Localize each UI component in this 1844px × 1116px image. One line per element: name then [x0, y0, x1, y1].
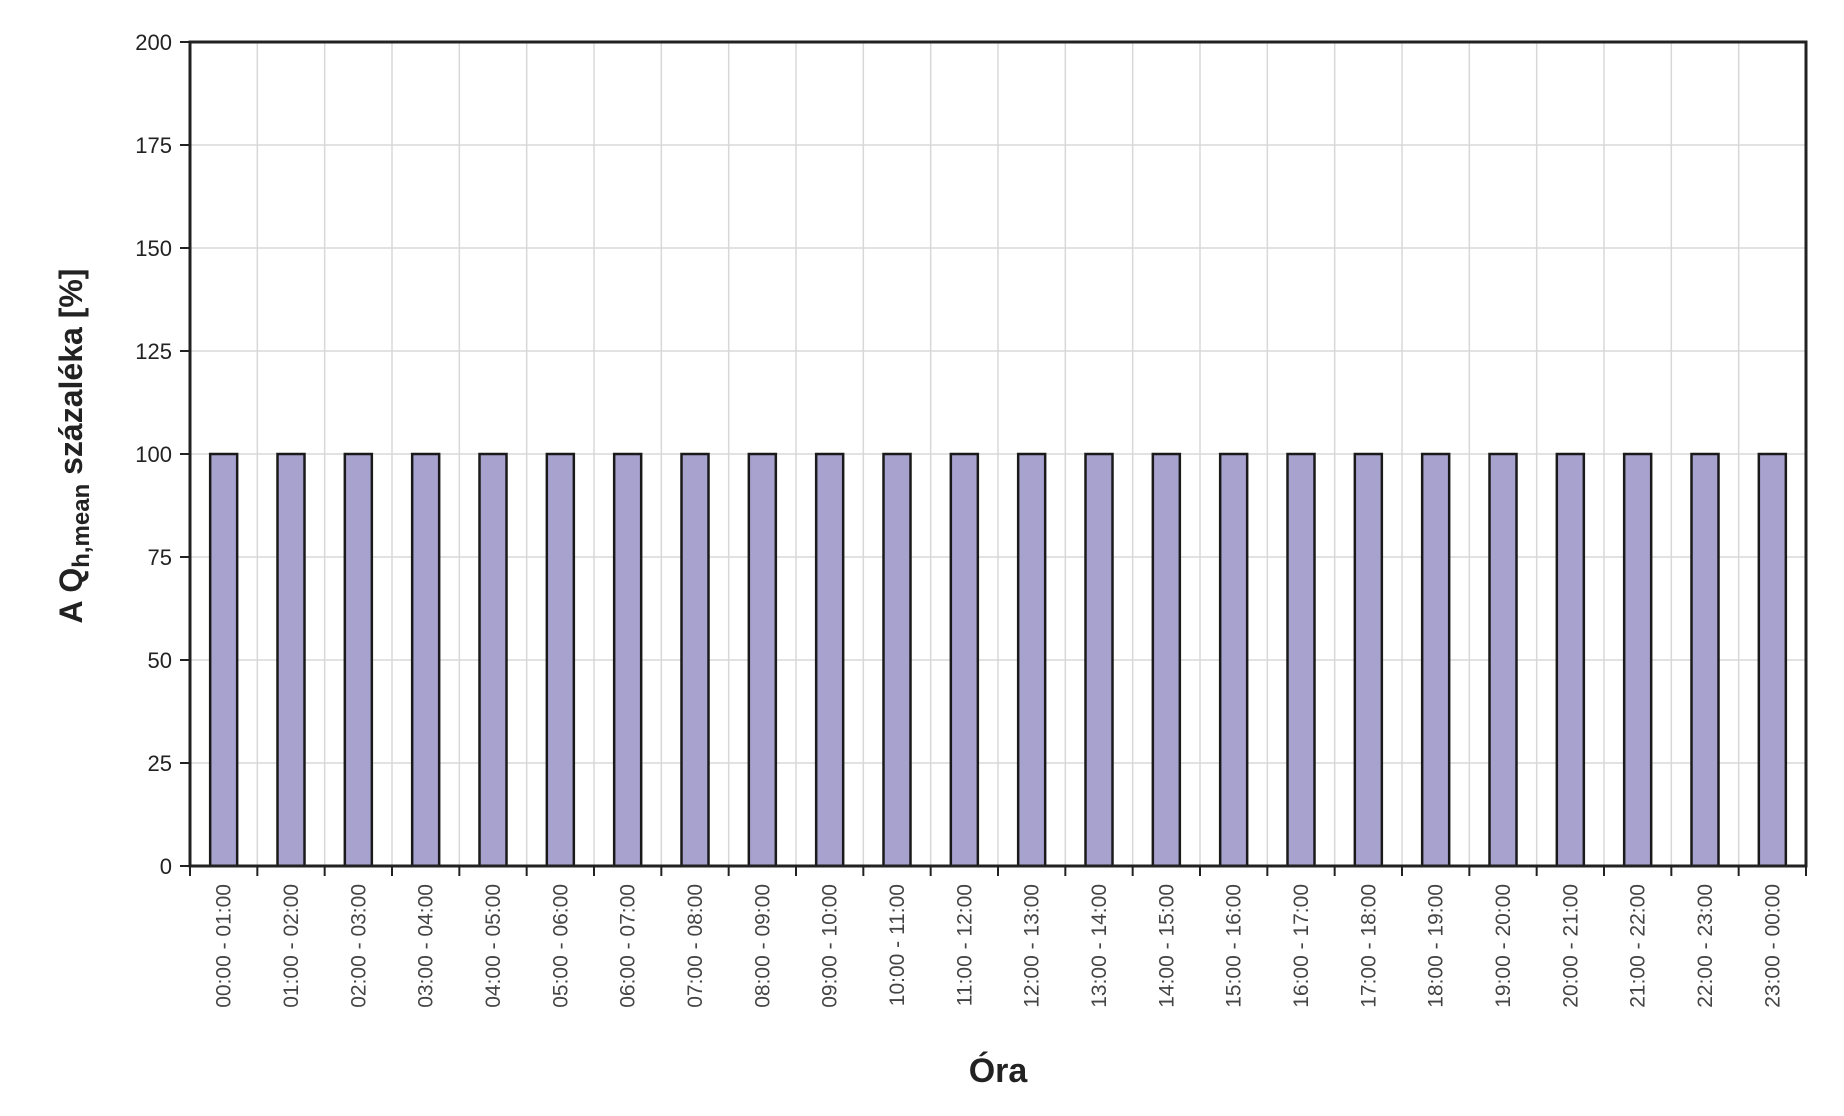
bar	[1555, 452, 1586, 868]
x-tick-label: 05:00 - 06:00	[549, 884, 572, 1008]
bar	[680, 452, 710, 868]
x-tick-label: 16:00 - 17:00	[1290, 884, 1313, 1008]
bar	[1488, 452, 1518, 868]
bars	[208, 452, 1788, 868]
bar	[949, 452, 980, 868]
bar	[1151, 452, 1182, 868]
x-tick-label: 06:00 - 07:00	[617, 884, 640, 1008]
grid	[190, 42, 1806, 866]
x-tick-label: 09:00 - 10:00	[819, 884, 842, 1008]
bar	[612, 452, 643, 868]
x-tick-label: 11:00 - 12:00	[953, 884, 976, 1006]
bar	[276, 452, 306, 868]
x-tick-label: 12:00 - 13:00	[1021, 884, 1044, 1008]
y-tick-label: 0	[160, 854, 172, 879]
bar	[545, 452, 576, 868]
x-tick-label: 17:00 - 18:00	[1357, 884, 1380, 1008]
x-axis: 00:00 - 01:00 01:00 - 02:00 02:00 - 03:00 0…	[189, 866, 1807, 1008]
x-tick-label: 19:00 - 20:00	[1492, 884, 1515, 1008]
bar	[1622, 452, 1653, 868]
bar	[1353, 452, 1384, 868]
x-tick-label: 22:00 - 23:00	[1694, 884, 1717, 1008]
x-tick-label: 08:00 - 09:00	[751, 884, 774, 1008]
y-axis-title-suffix: százaléka [%]	[53, 269, 89, 484]
y-tick-label: 175	[135, 133, 172, 158]
bar	[1420, 452, 1451, 868]
x-tick-label: 15:00 - 16:00	[1223, 884, 1246, 1008]
bar	[1690, 452, 1720, 868]
bar	[1016, 452, 1047, 868]
y-axis-title: A Qh,mean százaléka [%]	[53, 269, 95, 624]
y-tick-label: 150	[135, 236, 172, 261]
y-tick-label: 25	[148, 751, 172, 776]
x-tick-label: 23:00 - 00:00	[1761, 884, 1784, 1008]
x-tick-label: 04:00 - 05:00	[482, 884, 505, 1008]
y-axis-title-subscript: h,mean	[68, 484, 95, 568]
bar	[747, 452, 778, 868]
x-tick-label: 21:00 - 22:00	[1627, 884, 1650, 1008]
bar	[478, 452, 508, 868]
x-tick-label: 00:00 - 01:00	[213, 884, 236, 1008]
x-tick-label: 10:00 - 11:00	[886, 884, 909, 1006]
y-tick-label: 125	[135, 339, 172, 364]
x-tick-label: 03:00 - 04:00	[415, 884, 438, 1008]
bar	[1084, 452, 1114, 868]
bar	[814, 452, 845, 868]
x-tick-label: 02:00 - 03:00	[347, 884, 370, 1008]
y-tick-label: 200	[135, 30, 172, 55]
y-tick-label: 100	[135, 442, 172, 467]
bar	[1757, 452, 1788, 868]
y-tick-label: 50	[148, 648, 172, 673]
x-tick-label: 01:00 - 02:00	[280, 884, 303, 1008]
y-axis-title-prefix: A Q	[53, 568, 89, 624]
bar	[208, 452, 239, 868]
bar	[882, 452, 912, 868]
bar	[410, 452, 441, 868]
x-tick-label: 07:00 - 08:00	[684, 884, 707, 1008]
y-tick-label: 75	[148, 545, 172, 570]
x-tick-label: 13:00 - 14:00	[1088, 884, 1111, 1008]
x-axis-title: Óra	[969, 1052, 1029, 1090]
bar	[1218, 452, 1249, 868]
x-tick-label: 20:00 - 21:00	[1559, 884, 1582, 1008]
x-tick-label: 18:00 - 19:00	[1425, 884, 1448, 1008]
bar	[1286, 452, 1316, 868]
x-tick-label: 14:00 - 15:00	[1155, 884, 1178, 1008]
y-axis: 0 25 50 75 100 125 150 175 200	[135, 30, 190, 879]
bar	[343, 452, 374, 868]
